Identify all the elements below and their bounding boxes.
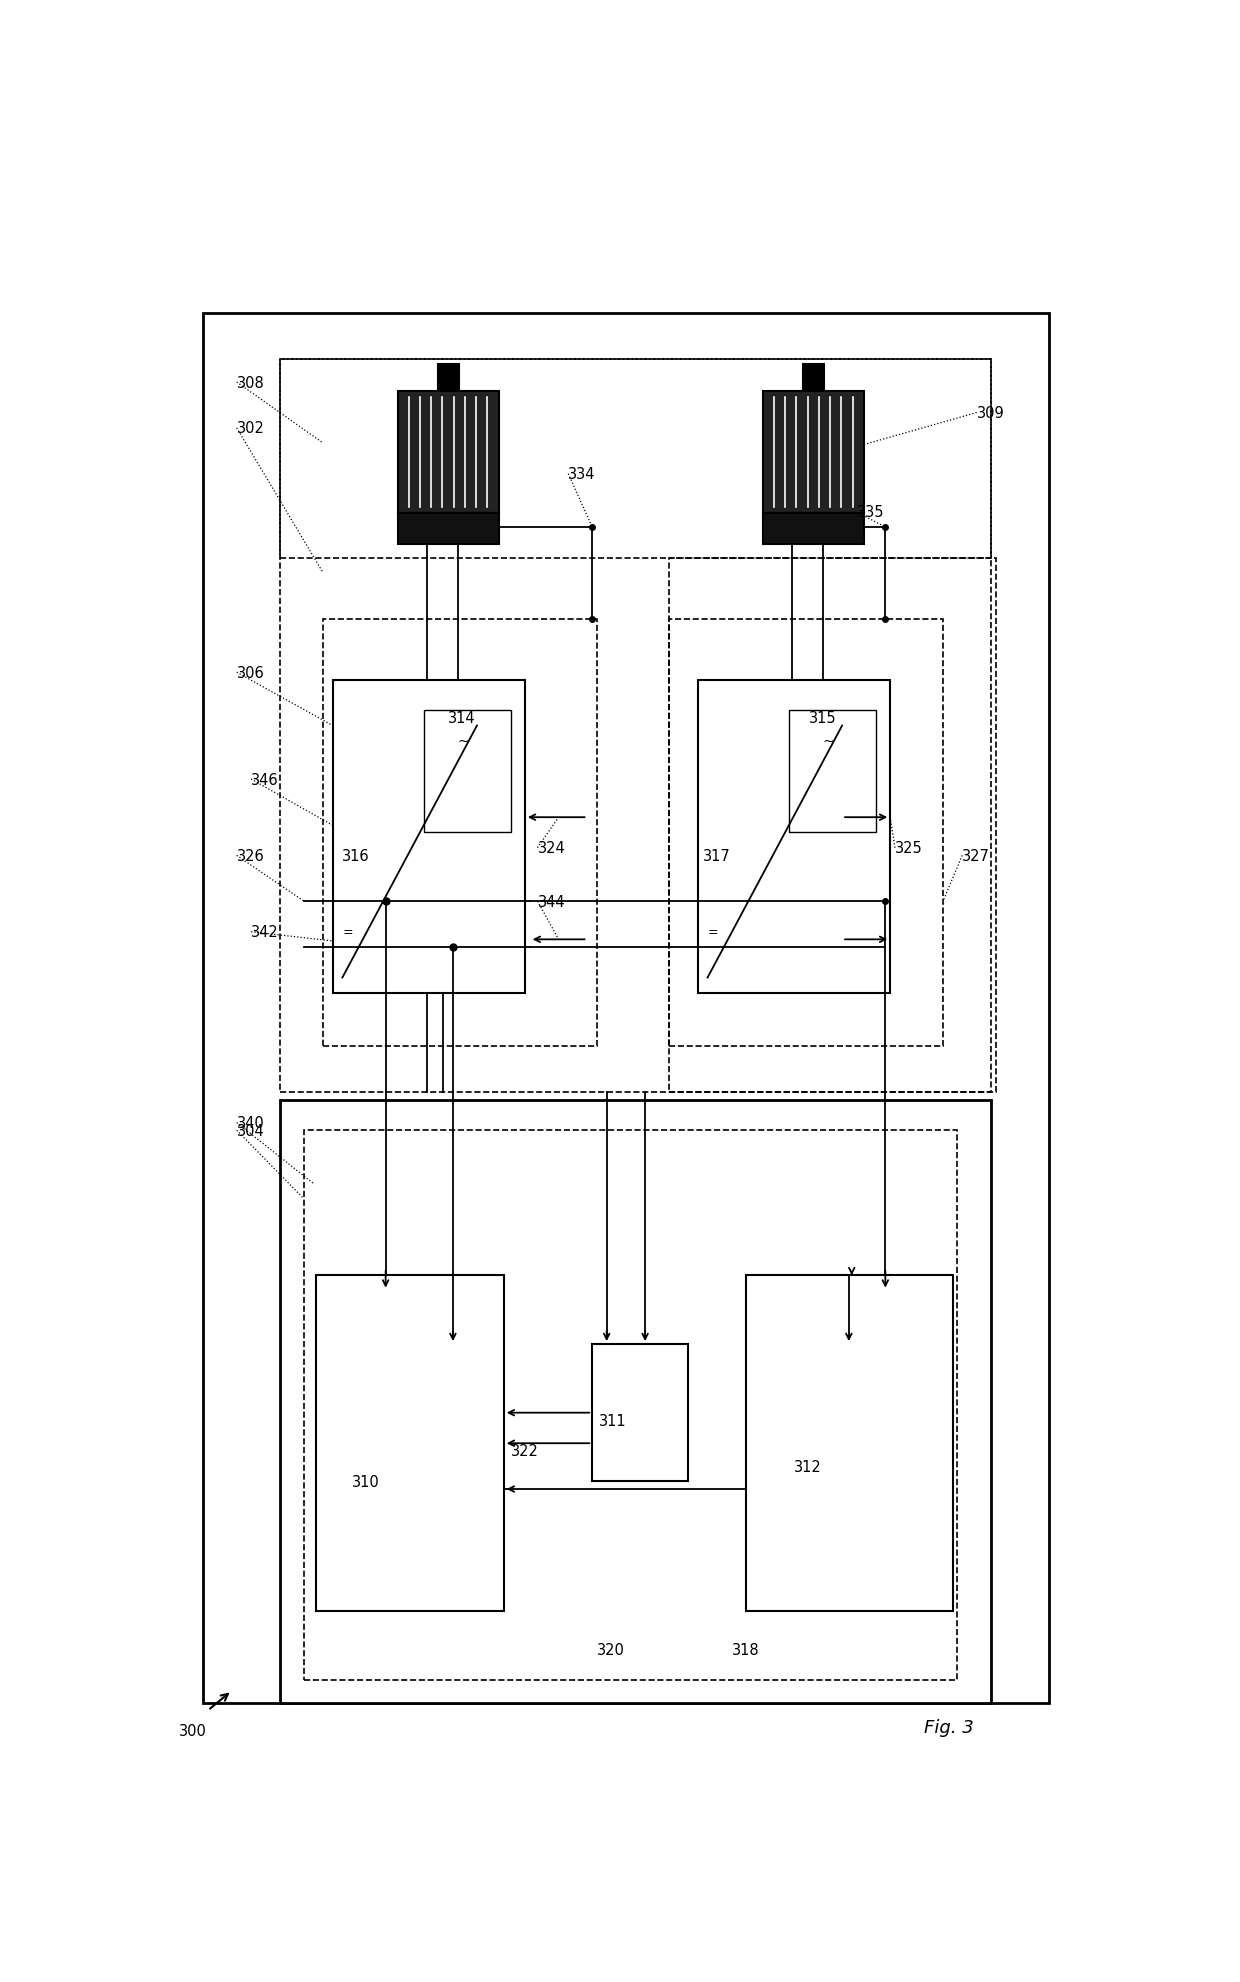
Text: 340: 340 [237,1116,264,1130]
Text: 335: 335 [857,505,884,519]
Bar [316,1276,503,1611]
Text: 346: 346 [250,773,279,787]
Text: =: = [342,926,353,939]
Text: 311: 311 [599,1413,626,1429]
Text: 342: 342 [250,926,279,939]
Bar [280,1100,991,1703]
Text: 325: 325 [895,840,923,856]
Text: 306: 306 [237,666,264,680]
Text: 304: 304 [237,1124,264,1138]
Text: 320: 320 [596,1641,625,1657]
Text: 314: 314 [448,712,476,725]
Bar [670,618,942,1046]
Text: Fig. 3: Fig. 3 [924,1718,973,1736]
Text: 302: 302 [237,420,264,436]
Bar [424,712,511,832]
Bar [763,513,864,545]
Bar [332,680,525,993]
Bar [670,559,996,1092]
Bar [746,1276,952,1611]
Bar [593,1344,688,1483]
Bar [698,680,890,993]
Text: 344: 344 [537,894,565,910]
Text: 300: 300 [179,1722,207,1738]
Bar [324,618,596,1046]
Bar [789,712,875,832]
Bar [763,392,864,513]
Bar [304,1130,957,1681]
Text: ~: ~ [823,735,835,749]
Bar [432,392,465,404]
Text: ~: ~ [458,735,469,749]
Text: 334: 334 [568,468,595,482]
Bar [398,392,498,513]
Text: 308: 308 [237,375,264,390]
Bar [438,365,459,392]
Bar [280,361,991,559]
Text: 326: 326 [237,848,264,864]
Bar [280,361,991,1092]
Bar [802,365,823,392]
Text: 310: 310 [352,1475,379,1488]
Text: =: = [708,926,718,939]
Text: 315: 315 [808,712,836,725]
Bar [796,392,830,404]
Text: 324: 324 [537,840,565,856]
Text: 327: 327 [962,848,990,864]
Text: 318: 318 [732,1641,759,1657]
Text: 309: 309 [977,406,1004,420]
Bar [203,315,1049,1703]
Text: 317: 317 [703,848,730,864]
Text: 316: 316 [342,848,370,864]
Bar [398,513,498,545]
Text: 322: 322 [511,1443,538,1459]
Text: 312: 312 [794,1459,822,1475]
